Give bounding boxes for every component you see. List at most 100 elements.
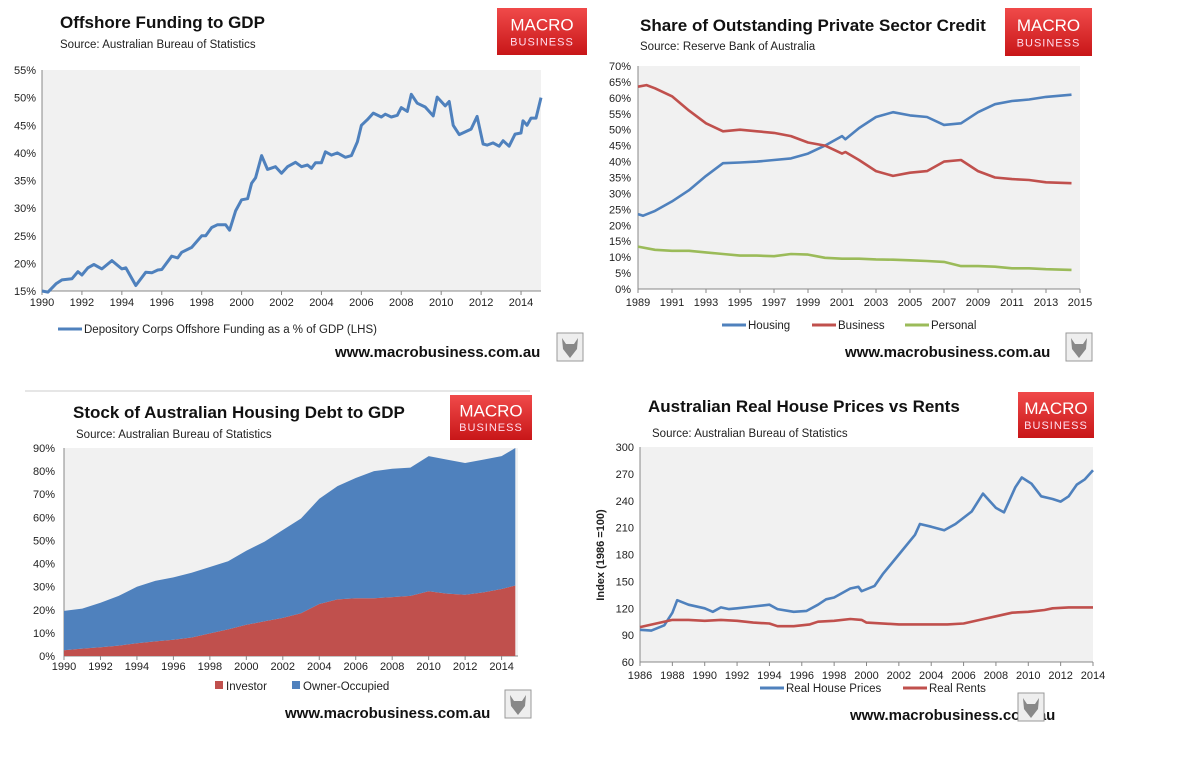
area-series-investor bbox=[64, 585, 516, 656]
wolf-head bbox=[510, 695, 526, 715]
y-tick-label: 60% bbox=[609, 93, 631, 105]
wolf-logo-icon bbox=[1065, 332, 1093, 362]
macrobusiness-logo: MACRO BUSINESS bbox=[497, 8, 587, 55]
line-series-personal bbox=[637, 245, 1072, 272]
line-series-housing bbox=[637, 93, 1072, 217]
x-tick-label: 2006 bbox=[343, 661, 367, 673]
x-tick-label: 2002 bbox=[271, 661, 295, 673]
y-tick-label: 40% bbox=[33, 559, 55, 571]
macrobusiness-logo: MACRO BUSINESS bbox=[1005, 8, 1092, 56]
logo-background bbox=[450, 395, 532, 440]
y-tick-label: 120 bbox=[616, 603, 634, 615]
y-tick-label: 270 bbox=[616, 469, 634, 481]
y-tick-label: 10% bbox=[609, 252, 631, 264]
x-tick-label: 1998 bbox=[198, 661, 222, 673]
wolf-head bbox=[562, 338, 578, 358]
x-tick-label: 2015 bbox=[1068, 297, 1092, 309]
legend-item: Real House Prices bbox=[760, 683, 881, 695]
x-tick-label: 2004 bbox=[919, 670, 943, 682]
wolf-logo-icon bbox=[556, 332, 584, 362]
y-tick-label: 25% bbox=[609, 204, 631, 216]
legend-item: Personal bbox=[905, 320, 976, 332]
chart-source: Source: Australian Bureau of Statistics bbox=[652, 428, 848, 440]
x-tick-label: 2007 bbox=[932, 297, 956, 309]
x-tick-label: 2012 bbox=[453, 661, 477, 673]
x-tick-label: 2004 bbox=[309, 297, 333, 309]
y-tick-label: 35% bbox=[609, 173, 631, 185]
y-tick-label: 90 bbox=[622, 630, 634, 642]
y-tick-label: 55% bbox=[14, 65, 36, 77]
y-tick-label: 50% bbox=[14, 93, 36, 105]
logo-text-macro: MACRO bbox=[459, 402, 522, 421]
y-tick-label: 50% bbox=[609, 125, 631, 137]
x-tick-label: 2006 bbox=[951, 670, 975, 682]
chart-source: Source: Reserve Bank of Australia bbox=[640, 41, 816, 53]
x-tick-label: 1992 bbox=[725, 670, 749, 682]
x-tick-label: 1991 bbox=[660, 297, 684, 309]
y-tick-label: 150 bbox=[616, 576, 634, 588]
legend-label: Business bbox=[838, 320, 885, 332]
website-url: www.macrobusiness.com.au bbox=[849, 707, 1055, 724]
x-tick-label: 1996 bbox=[790, 670, 814, 682]
x-tick-label: 1999 bbox=[796, 297, 820, 309]
y-tick-label: 90% bbox=[33, 443, 55, 455]
x-tick-label: 2009 bbox=[966, 297, 990, 309]
y-tick-label: 300 bbox=[616, 442, 634, 454]
y-tick-label: 30% bbox=[33, 582, 55, 594]
chart-panel-2: Share of Outstanding Private Sector Cred… bbox=[609, 8, 1093, 362]
y-tick-label: 15% bbox=[609, 236, 631, 248]
logo-text-business: BUSINESS bbox=[1024, 420, 1088, 432]
legend-label: Housing bbox=[748, 320, 790, 332]
wolf-logo-icon bbox=[504, 689, 532, 719]
line-series-real-house-prices bbox=[639, 469, 1094, 632]
y-axis-label: Index (1986 =100) bbox=[595, 509, 607, 601]
y-tick-label: 45% bbox=[14, 120, 36, 132]
x-tick-label: 2012 bbox=[469, 297, 493, 309]
area-series-owner-occupied bbox=[64, 448, 516, 651]
x-tick-label: 2008 bbox=[380, 661, 404, 673]
y-tick-label: 20% bbox=[33, 605, 55, 617]
x-tick-label: 2006 bbox=[349, 297, 373, 309]
chart-panel-3: Stock of Australian Housing Debt to GDP S… bbox=[33, 395, 532, 722]
legend-label: Real House Prices bbox=[786, 683, 881, 695]
legend-item: Business bbox=[812, 320, 885, 332]
line-series-business bbox=[637, 83, 1072, 185]
legend-item: Housing bbox=[722, 320, 790, 332]
x-tick-label: 1989 bbox=[626, 297, 650, 309]
x-tick-label: 2013 bbox=[1034, 297, 1058, 309]
wolf-logo-icon bbox=[1017, 692, 1045, 722]
x-tick-label: 1997 bbox=[762, 297, 786, 309]
logo-text-business: BUSINESS bbox=[510, 37, 574, 49]
y-tick-label: 40% bbox=[14, 148, 36, 160]
macrobusiness-logo: MACRO BUSINESS bbox=[1018, 392, 1094, 438]
y-tick-label: 50% bbox=[33, 535, 55, 547]
x-tick-label: 2010 bbox=[1016, 670, 1040, 682]
y-tick-label: 45% bbox=[609, 141, 631, 153]
logo-text-macro: MACRO bbox=[1024, 399, 1087, 418]
y-tick-label: 30% bbox=[609, 188, 631, 200]
x-tick-label: 2005 bbox=[898, 297, 922, 309]
legend-swatch bbox=[215, 681, 223, 689]
y-tick-label: 60% bbox=[33, 512, 55, 524]
x-tick-label: 2001 bbox=[830, 297, 854, 309]
x-tick-label: 2000 bbox=[854, 670, 878, 682]
chart-title: Stock of Australian Housing Debt to GDP bbox=[73, 403, 405, 422]
chart-source: Source: Australian Bureau of Statistics bbox=[76, 429, 272, 441]
x-tick-label: 1994 bbox=[757, 670, 781, 682]
y-tick-label: 180 bbox=[616, 550, 634, 562]
y-tick-label: 40% bbox=[609, 157, 631, 169]
chart-panel-1: Offshore Funding to GDP Source: Australia… bbox=[14, 8, 587, 362]
chart-panel-4: Australian Real House Prices vs Rents Sou… bbox=[595, 392, 1105, 724]
chart-source: Source: Australian Bureau of Statistics bbox=[60, 39, 256, 51]
y-tick-label: 65% bbox=[609, 77, 631, 89]
chart-title: Australian Real House Prices vs Rents bbox=[648, 397, 960, 416]
x-tick-label: 1994 bbox=[125, 661, 149, 673]
y-tick-label: 80% bbox=[33, 466, 55, 478]
x-tick-label: 2003 bbox=[864, 297, 888, 309]
x-tick-label: 2014 bbox=[1081, 670, 1105, 682]
x-tick-label: 1995 bbox=[728, 297, 752, 309]
y-tick-label: 0% bbox=[39, 651, 55, 663]
x-tick-label: 2008 bbox=[389, 297, 413, 309]
x-tick-label: 2012 bbox=[1048, 670, 1072, 682]
x-tick-label: 1990 bbox=[52, 661, 76, 673]
